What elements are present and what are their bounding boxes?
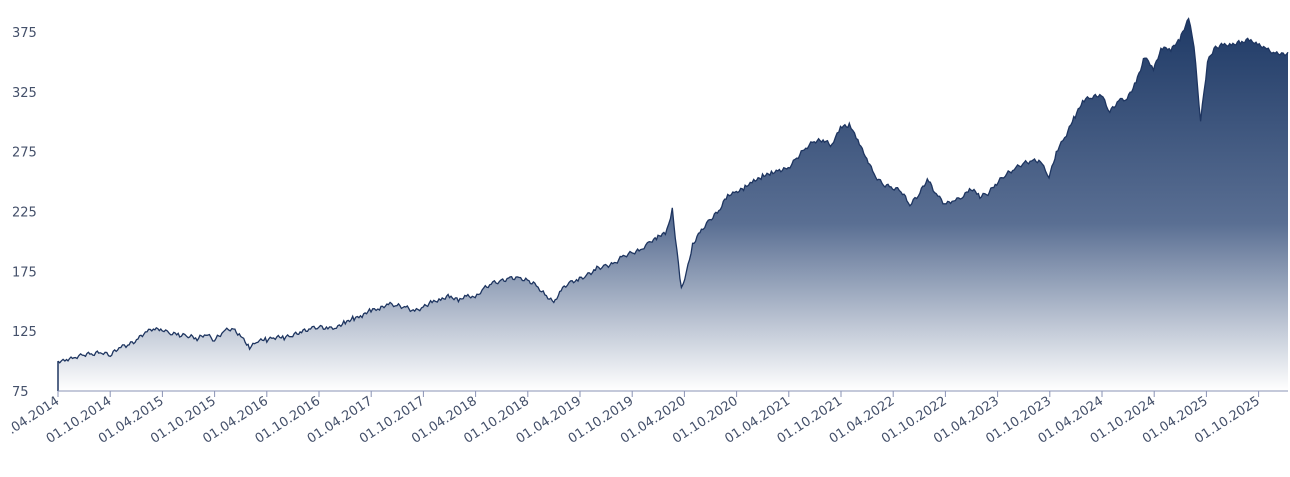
y-axis-ticks: 375 325 275 225 175 125 75 [12,26,37,400]
y-tick-label: 175 [12,265,37,280]
x-axis-ticks: .04.201401.10.201401.04.201501.10.201501… [5,391,1263,447]
y-tick-label: 225 [12,206,37,221]
price-line [57,17,1289,364]
y-tick-label: 375 [12,26,37,41]
y-tick-label: 275 [12,146,37,161]
y-tick-label: 325 [12,86,37,101]
price-area [58,18,1288,391]
y-tick-label: 125 [12,325,37,340]
y-tick-label: 75 [12,385,29,400]
